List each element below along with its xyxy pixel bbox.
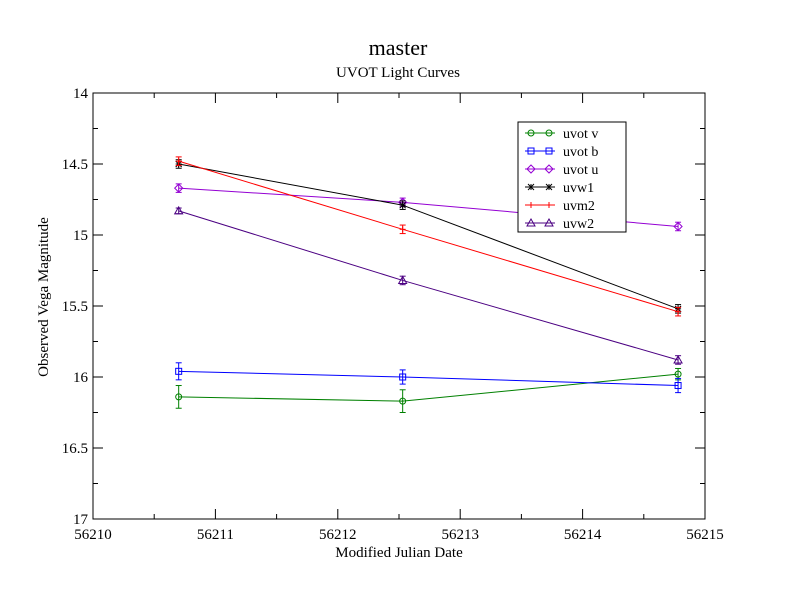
marker-circle (527, 129, 535, 137)
x-tick-label: 56214 (564, 527, 602, 543)
legend-marker (526, 217, 536, 227)
data-point (674, 382, 682, 390)
marker-diamond (544, 164, 554, 174)
marker-triangle (397, 275, 408, 284)
y-tick-label: 14.5 (62, 157, 88, 173)
series-line (178, 370, 679, 387)
data-point (399, 201, 407, 209)
y-tick-label: 15.5 (62, 299, 88, 315)
x-tick-label: 56210 (74, 527, 112, 543)
marker-triangle (544, 217, 554, 227)
marker-triangle (526, 217, 536, 227)
data-point (399, 373, 407, 381)
series-layer (173, 156, 683, 413)
data-point (399, 226, 406, 233)
x-axis-label: Modified Julian Date (335, 545, 463, 561)
x-tick-label: 56215 (686, 527, 724, 543)
data-point (173, 183, 184, 193)
legend-marker (545, 183, 553, 191)
ticks-layer: 56210 56211 56212 56213 56214 56215 14 14.5 15 15… (62, 86, 724, 543)
chart-title: master (369, 35, 428, 60)
legend-marker (545, 147, 553, 155)
y-tick-label: 16.5 (62, 441, 88, 457)
marker-square (545, 147, 553, 155)
marker-triangle (173, 205, 184, 215)
data-point (175, 158, 182, 165)
marker-diamond (173, 183, 184, 193)
marker-circle (175, 393, 183, 401)
legend-label: uvot v (563, 127, 598, 142)
x-tick-label: 56211 (197, 527, 234, 543)
data-point (175, 393, 183, 401)
marker-square (175, 367, 183, 375)
y-axis-label: Observed Vega Magnitude (36, 217, 52, 377)
legend-marker (544, 217, 554, 227)
marker-star-d2 (545, 183, 553, 191)
marker-circle (674, 370, 682, 378)
x-tick-label: 56213 (441, 527, 479, 543)
marker-circle (545, 129, 553, 137)
legend: uvot v uvot b uvot u uvw1 uvm2 uvw2 (517, 121, 627, 233)
marker-diamond (673, 221, 683, 232)
legend-label: uvm2 (563, 199, 595, 214)
marker-star-d2 (399, 201, 407, 209)
data-point (674, 370, 682, 378)
y-tick-label: 16 (73, 370, 89, 386)
series-line (178, 210, 679, 361)
data-point (399, 397, 407, 405)
legend-marker (546, 202, 552, 208)
data-point (673, 221, 683, 232)
legend-marker (528, 202, 534, 208)
y-tick-label: 15 (73, 228, 88, 244)
legend-box (517, 121, 627, 233)
marker-star-d2 (527, 183, 535, 191)
legend-marker (527, 147, 535, 155)
marker-diamond (526, 164, 536, 174)
data-point (175, 367, 183, 375)
data-point (397, 275, 408, 284)
legend-label: uvot u (563, 163, 598, 178)
x-tick-label: 56212 (319, 527, 357, 543)
legend-marker (545, 129, 553, 137)
y-tick-label: 17 (73, 512, 89, 528)
data-point (673, 354, 683, 364)
legend-marker (544, 164, 554, 174)
data-point (675, 308, 682, 315)
chart-subtitle: UVOT Light Curves (336, 65, 460, 81)
legend-marker (527, 129, 535, 137)
marker-square (399, 373, 407, 381)
marker-square (527, 147, 535, 155)
legend-label: uvot b (563, 145, 598, 160)
data-point (173, 205, 184, 215)
legend-marker (526, 164, 536, 174)
legend-label: uvw1 (563, 181, 594, 196)
marker-circle (399, 397, 407, 405)
y-tick-label: 14 (73, 86, 89, 102)
legend-marker (527, 183, 535, 191)
marker-square (674, 382, 682, 390)
legend-label: uvw2 (563, 217, 594, 232)
marker-triangle (673, 354, 683, 364)
